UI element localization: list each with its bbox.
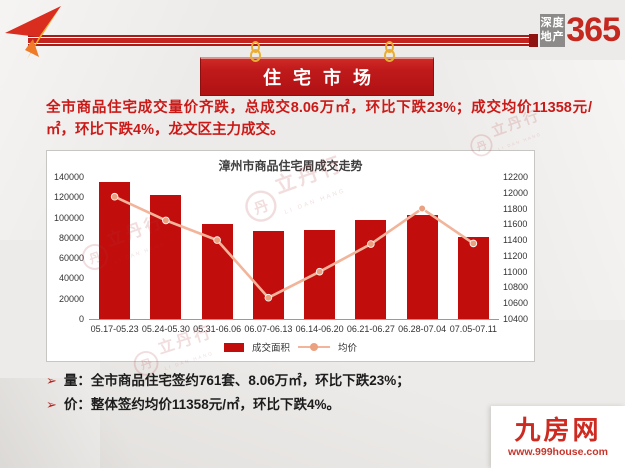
arrow-bullet-icon: ➢: [46, 373, 57, 388]
y-axis-left-tick: 120000: [53, 192, 84, 203]
y-axis-right-tick: 10600: [503, 298, 529, 309]
y-axis-right-tick: 11200: [503, 250, 528, 261]
rope-knot-icon: [382, 41, 395, 62]
brand-box: 深度 地产: [540, 13, 566, 47]
y-axis-right-tick: 11400: [503, 235, 528, 246]
y-axis-left-tick: 20000: [58, 293, 84, 304]
footer-site-logo: 九房网 www.999house.com: [491, 406, 625, 468]
bar: [304, 230, 336, 319]
bar: [252, 231, 284, 319]
brand-number: 365: [566, 11, 621, 49]
x-axis-label: 05.24-05.30: [141, 324, 190, 334]
y-axis-left-tick: 80000: [58, 232, 84, 243]
bar: [201, 224, 233, 319]
bar: [355, 220, 387, 319]
y-axis-right-tick: 10800: [503, 282, 529, 293]
line-marker: [418, 204, 426, 213]
ribbon-end-cap: [529, 34, 538, 47]
bar: [99, 182, 131, 319]
legend-label-price: 均价: [338, 343, 358, 354]
chart-legend: 成交面积 均价: [47, 340, 534, 354]
y-axis-right-tick: 12000: [503, 187, 529, 198]
legend-label-area: 成交面积: [251, 343, 290, 354]
summary-text: 全市商品住宅成交量价齐跌，总成交8.06万㎡，环比下跌23%；成交均价11358…: [46, 100, 592, 139]
brand-box-line1: 深度: [540, 17, 565, 29]
y-axis-right-tick: 11600: [503, 219, 528, 230]
rope-knot-icon: [248, 41, 261, 62]
y-axis-left-tick: 140000: [53, 172, 84, 182]
arrow-bullet-icon: ➢: [46, 397, 57, 412]
banner-title: 住宅市场: [263, 68, 383, 88]
bar: [150, 195, 182, 319]
header-ribbon-line: [28, 34, 538, 47]
footer-logo-url: www.999house.com: [508, 446, 608, 458]
chart-panel: 漳州市商品住宅周成交走势 成交面积 均价 0 20000 40000 60000 800…: [46, 150, 535, 362]
paper-plane-icon: [5, 6, 61, 59]
chart-title: 漳州市商品住宅周成交走势: [218, 159, 363, 173]
y-axis-right-tick: 12200: [503, 172, 529, 182]
x-axis-line: [89, 319, 499, 320]
legend-bar-swatch: [223, 342, 244, 352]
section-banner: 住宅市场: [200, 57, 434, 96]
bullet-row: ➢ 量：全市商品住宅签约761套、8.06万㎡，环比下跌23%；: [46, 371, 586, 391]
x-axis-label: 05.31-06.06: [193, 324, 242, 334]
brand-logo: 深度 地产 365: [540, 6, 621, 54]
brand-box-line2: 地产: [540, 31, 565, 43]
x-axis-label: 06.07-06.13: [244, 324, 293, 334]
y-axis-right-tick: 11000: [503, 266, 528, 277]
y-axis-left-tick: 100000: [53, 212, 84, 223]
y-axis-left-tick: 60000: [58, 253, 84, 264]
x-axis-label: 06.28-07.04: [398, 324, 447, 334]
x-axis-label: 06.14-06.20: [295, 324, 344, 334]
bar: [406, 215, 438, 319]
y-axis-right-tick: 11800: [503, 203, 528, 214]
bullet-row: ➢ 价：整体签约均价11358元/㎡，环比下跌4%。: [46, 395, 586, 415]
bullet-text: 价：整体签约均价11358元/㎡，环比下跌4%。: [63, 397, 340, 412]
bar: [457, 237, 489, 319]
x-axis-label: 06.21-06.27: [346, 324, 395, 334]
y-axis-left-tick: 40000: [58, 273, 84, 284]
bullet-list: ➢ 量：全市商品住宅签约761套、8.06万㎡，环比下跌23%； ➢ 价：整体签…: [46, 371, 586, 419]
footer-logo-name: 九房网: [514, 415, 602, 445]
legend-line-sample: [298, 343, 330, 351]
y-axis-left-tick: 0: [78, 314, 84, 324]
x-axis-label: 05.17-05.23: [90, 324, 139, 334]
y-axis-right-tick: 10400: [503, 314, 529, 324]
bullet-text: 量：全市商品住宅签约761套、8.06万㎡，环比下跌23%；: [63, 373, 410, 388]
x-axis-label: 07.05-07.11: [449, 324, 498, 334]
